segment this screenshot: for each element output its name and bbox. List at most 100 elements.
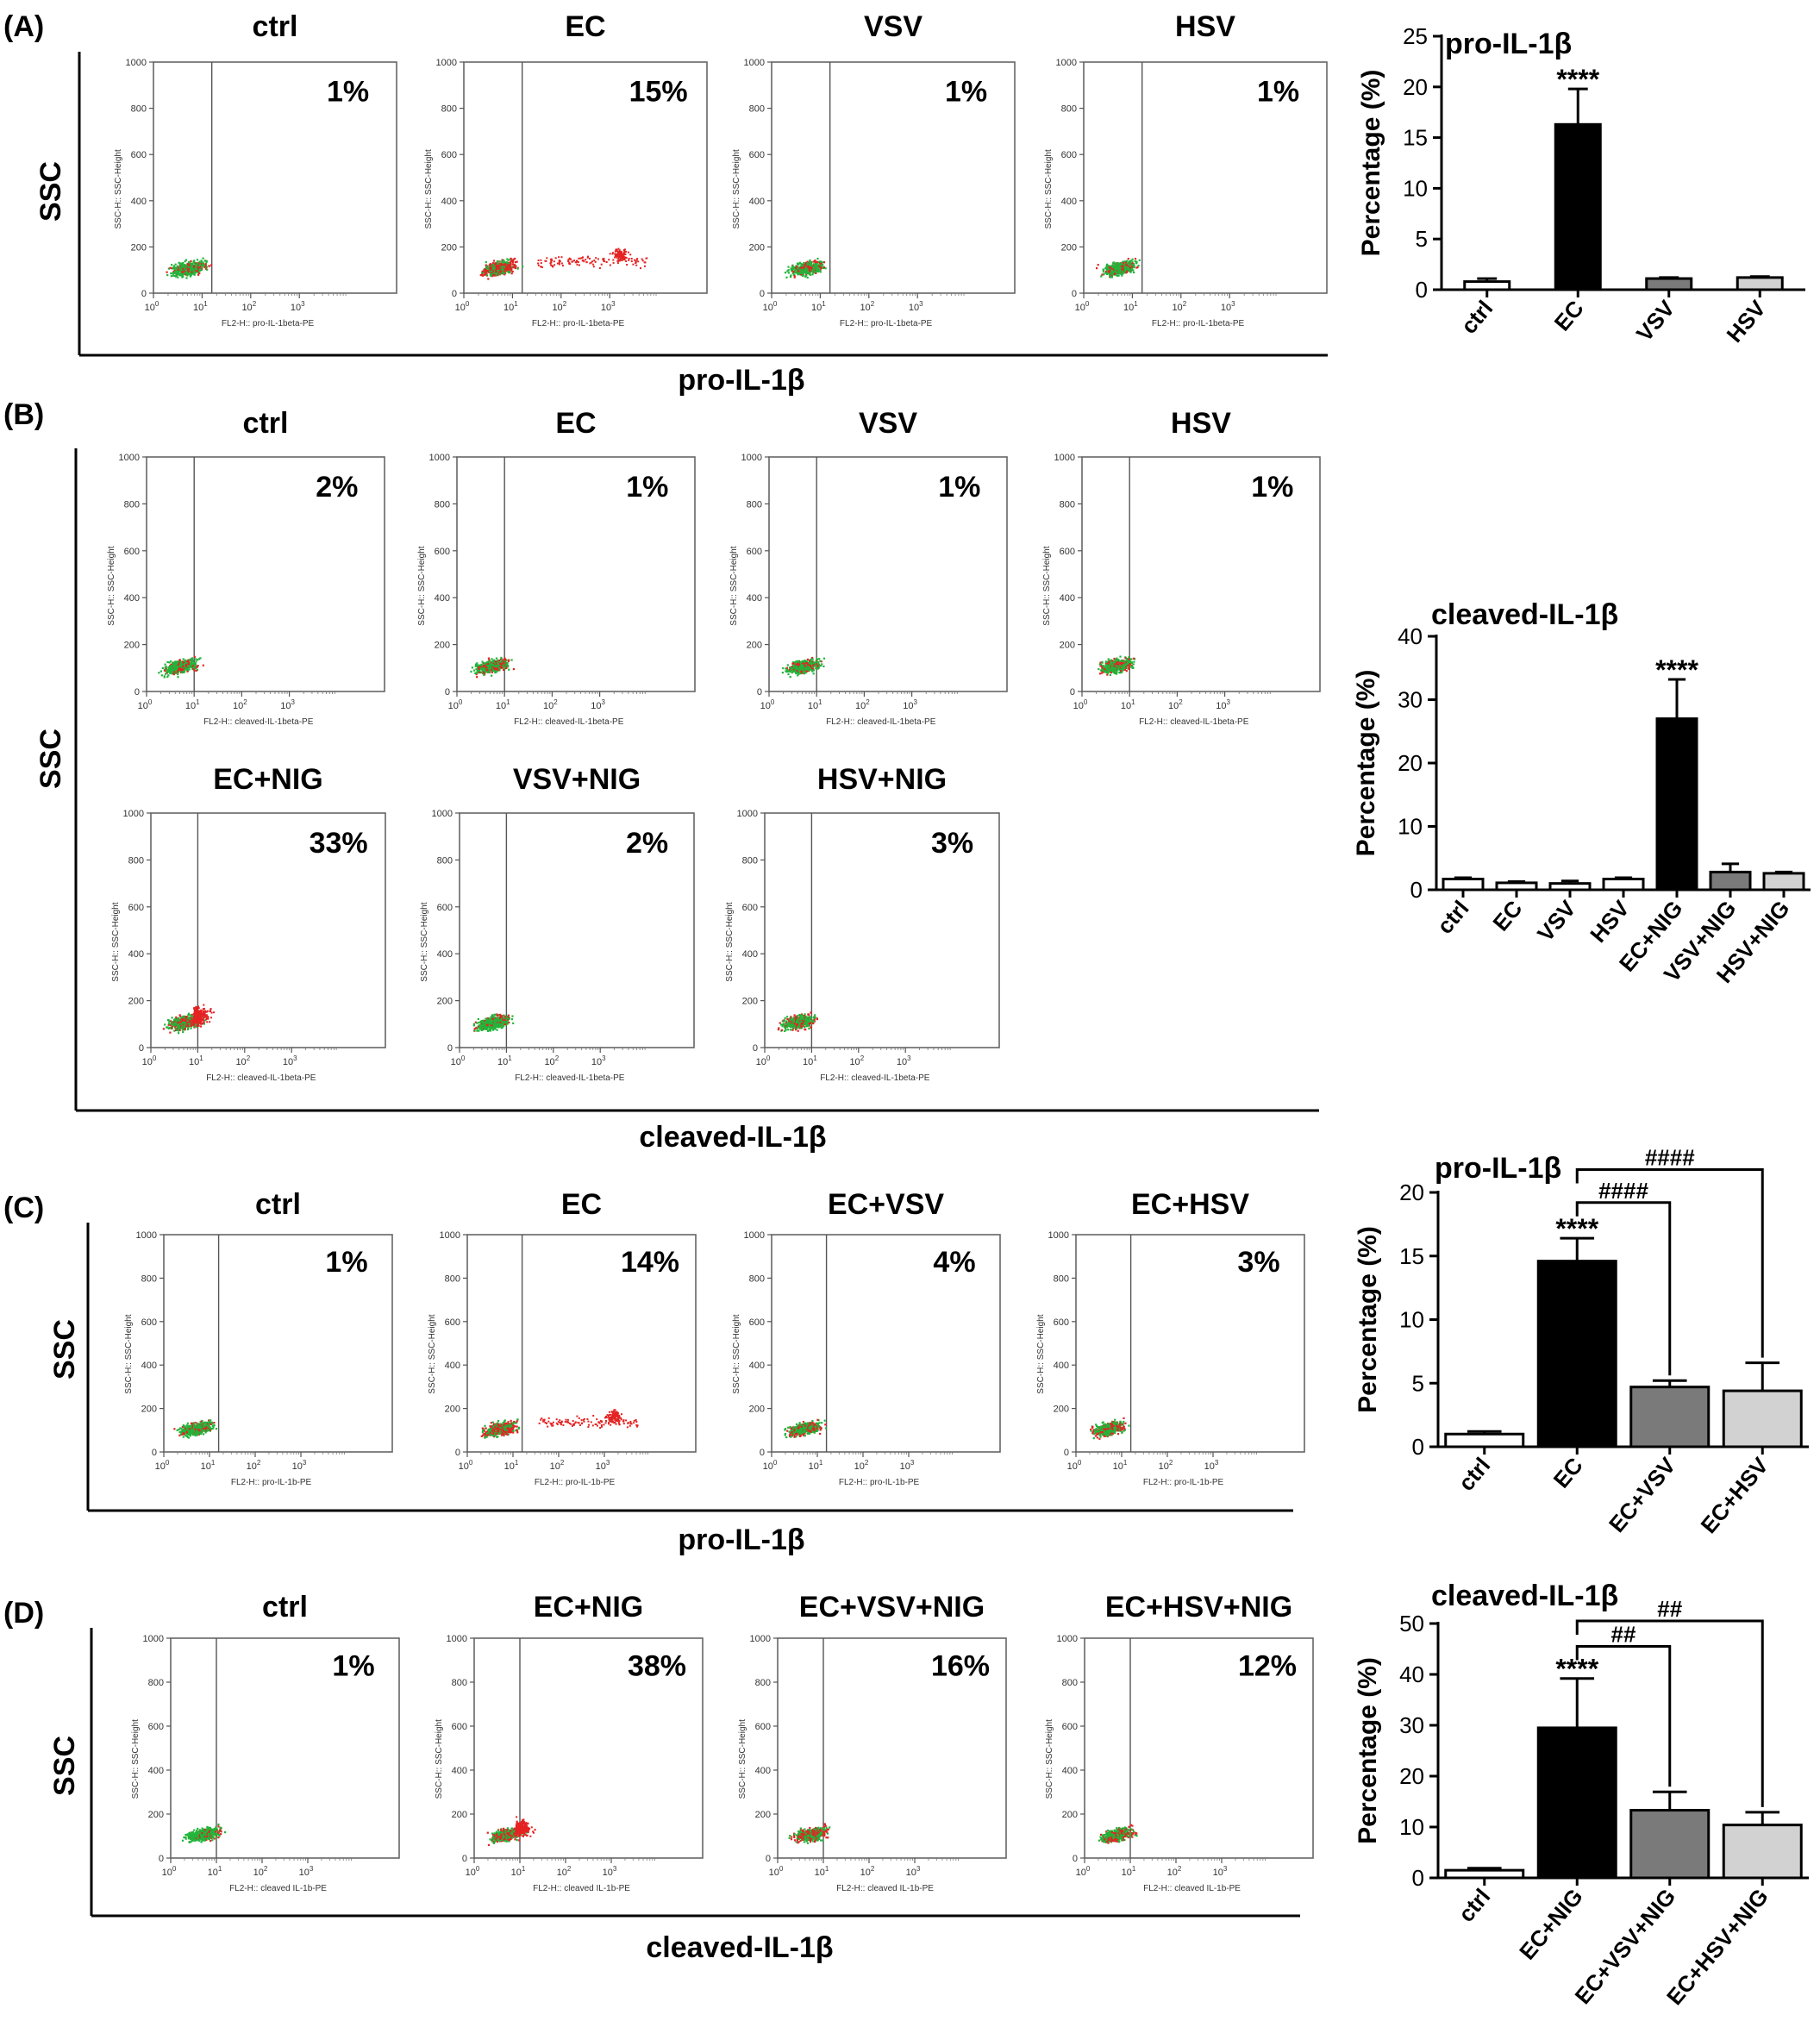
event-dot bbox=[510, 257, 512, 260]
event-dot bbox=[822, 657, 826, 660]
event-dot bbox=[185, 266, 188, 269]
x-tick-label: 103 bbox=[291, 300, 305, 313]
y-tick-label: 400 bbox=[131, 197, 147, 207]
event-dot bbox=[484, 269, 486, 272]
event-dot-positive bbox=[611, 253, 614, 255]
x-tick-base: 10 bbox=[233, 701, 243, 711]
event-dot bbox=[796, 262, 799, 265]
event-dot bbox=[813, 271, 816, 274]
event-dot bbox=[822, 261, 826, 264]
event-dot bbox=[210, 264, 213, 266]
event-dot-positive bbox=[619, 253, 622, 256]
event-dot bbox=[198, 272, 201, 274]
event-dot bbox=[178, 268, 180, 271]
event-dot bbox=[806, 267, 809, 271]
event-dot bbox=[175, 660, 178, 664]
event-dot bbox=[820, 260, 822, 263]
x-tick-label: 103 bbox=[591, 698, 605, 711]
event-dot bbox=[512, 261, 515, 264]
event-dot bbox=[191, 270, 194, 272]
event-dot bbox=[201, 266, 203, 268]
event-dot bbox=[506, 266, 509, 269]
event-dot bbox=[188, 665, 191, 667]
event-dot bbox=[817, 267, 820, 270]
event-dot bbox=[507, 271, 510, 273]
event-dot bbox=[192, 265, 195, 267]
event-dot bbox=[810, 263, 812, 266]
y-tick-label: 800 bbox=[128, 855, 144, 866]
event-dot bbox=[810, 658, 813, 660]
event-dot bbox=[1129, 271, 1132, 273]
x-tick-label: 102 bbox=[1168, 698, 1183, 711]
event-dot bbox=[1121, 671, 1123, 673]
event-dot bbox=[495, 269, 497, 272]
event-dot-positive bbox=[625, 260, 628, 262]
x-tick-exponent: 1 bbox=[1131, 698, 1135, 706]
event-dot bbox=[1127, 660, 1129, 663]
event-dot bbox=[184, 260, 186, 263]
event-dot-positive bbox=[635, 262, 637, 264]
gate-percentage: 1% bbox=[1251, 471, 1293, 504]
event-dot bbox=[478, 670, 481, 673]
y-tick-label: 200 bbox=[128, 997, 144, 1007]
event-dot bbox=[503, 668, 505, 671]
event-dot bbox=[1117, 272, 1120, 274]
event-dot bbox=[802, 671, 804, 673]
event-dot bbox=[516, 267, 519, 270]
event-dot bbox=[500, 262, 503, 265]
panel-axis-title: pro-IL-1β bbox=[678, 364, 804, 397]
x-tick-label: 102 bbox=[855, 698, 870, 711]
x-tick-exponent: 1 bbox=[514, 300, 518, 308]
event-dot bbox=[174, 266, 177, 269]
event-dot bbox=[185, 277, 188, 279]
event-dot bbox=[169, 668, 172, 671]
event-dot bbox=[1120, 662, 1123, 665]
event-dot-positive bbox=[570, 258, 572, 260]
event-dot bbox=[797, 270, 800, 272]
event-dot bbox=[1124, 270, 1127, 272]
event-dot-positive bbox=[616, 250, 618, 252]
event-dot bbox=[1107, 668, 1110, 671]
event-dot bbox=[497, 662, 499, 665]
event-dot bbox=[1109, 268, 1112, 271]
event-dot bbox=[818, 262, 822, 265]
event-dot bbox=[1126, 267, 1129, 270]
event-dot bbox=[158, 672, 160, 674]
event-dot bbox=[181, 660, 184, 663]
event-dot bbox=[499, 662, 502, 665]
event-dot-positive bbox=[603, 259, 605, 261]
event-dot bbox=[812, 662, 815, 665]
event-dot bbox=[1135, 260, 1137, 263]
event-dot bbox=[790, 275, 792, 278]
event-dot bbox=[192, 667, 195, 670]
y-tick-label: 200 bbox=[435, 641, 450, 651]
event-dot bbox=[183, 671, 185, 673]
event-dot bbox=[808, 268, 810, 271]
event-dot bbox=[819, 271, 822, 273]
event-dot bbox=[1109, 266, 1111, 269]
flow-x-axis-label: FL2-H:: cleaved-IL-1beta-PE bbox=[514, 717, 624, 727]
event-dot bbox=[495, 273, 497, 276]
event-dot bbox=[1113, 272, 1116, 275]
event-dot-positive bbox=[576, 260, 578, 262]
event-dot bbox=[489, 263, 491, 266]
event-dot bbox=[1100, 275, 1103, 278]
event-dot bbox=[1114, 671, 1116, 673]
event-dot bbox=[194, 666, 197, 669]
event-dot bbox=[203, 266, 206, 268]
x-tick-exponent: 0 bbox=[1084, 698, 1088, 706]
event-dot-positive bbox=[550, 264, 552, 266]
event-dot bbox=[177, 664, 179, 666]
event-dot bbox=[812, 260, 815, 263]
event-dot bbox=[172, 265, 175, 267]
event-dot bbox=[1122, 667, 1124, 670]
x-tick-exponent: 2 bbox=[247, 1054, 251, 1062]
event-dot bbox=[1114, 269, 1116, 272]
event-dot bbox=[1103, 669, 1105, 673]
event-dot-positive bbox=[600, 263, 603, 266]
event-dot bbox=[501, 261, 503, 264]
event-dot bbox=[490, 274, 492, 277]
event-dot bbox=[791, 267, 794, 271]
event-dot bbox=[1105, 272, 1109, 275]
